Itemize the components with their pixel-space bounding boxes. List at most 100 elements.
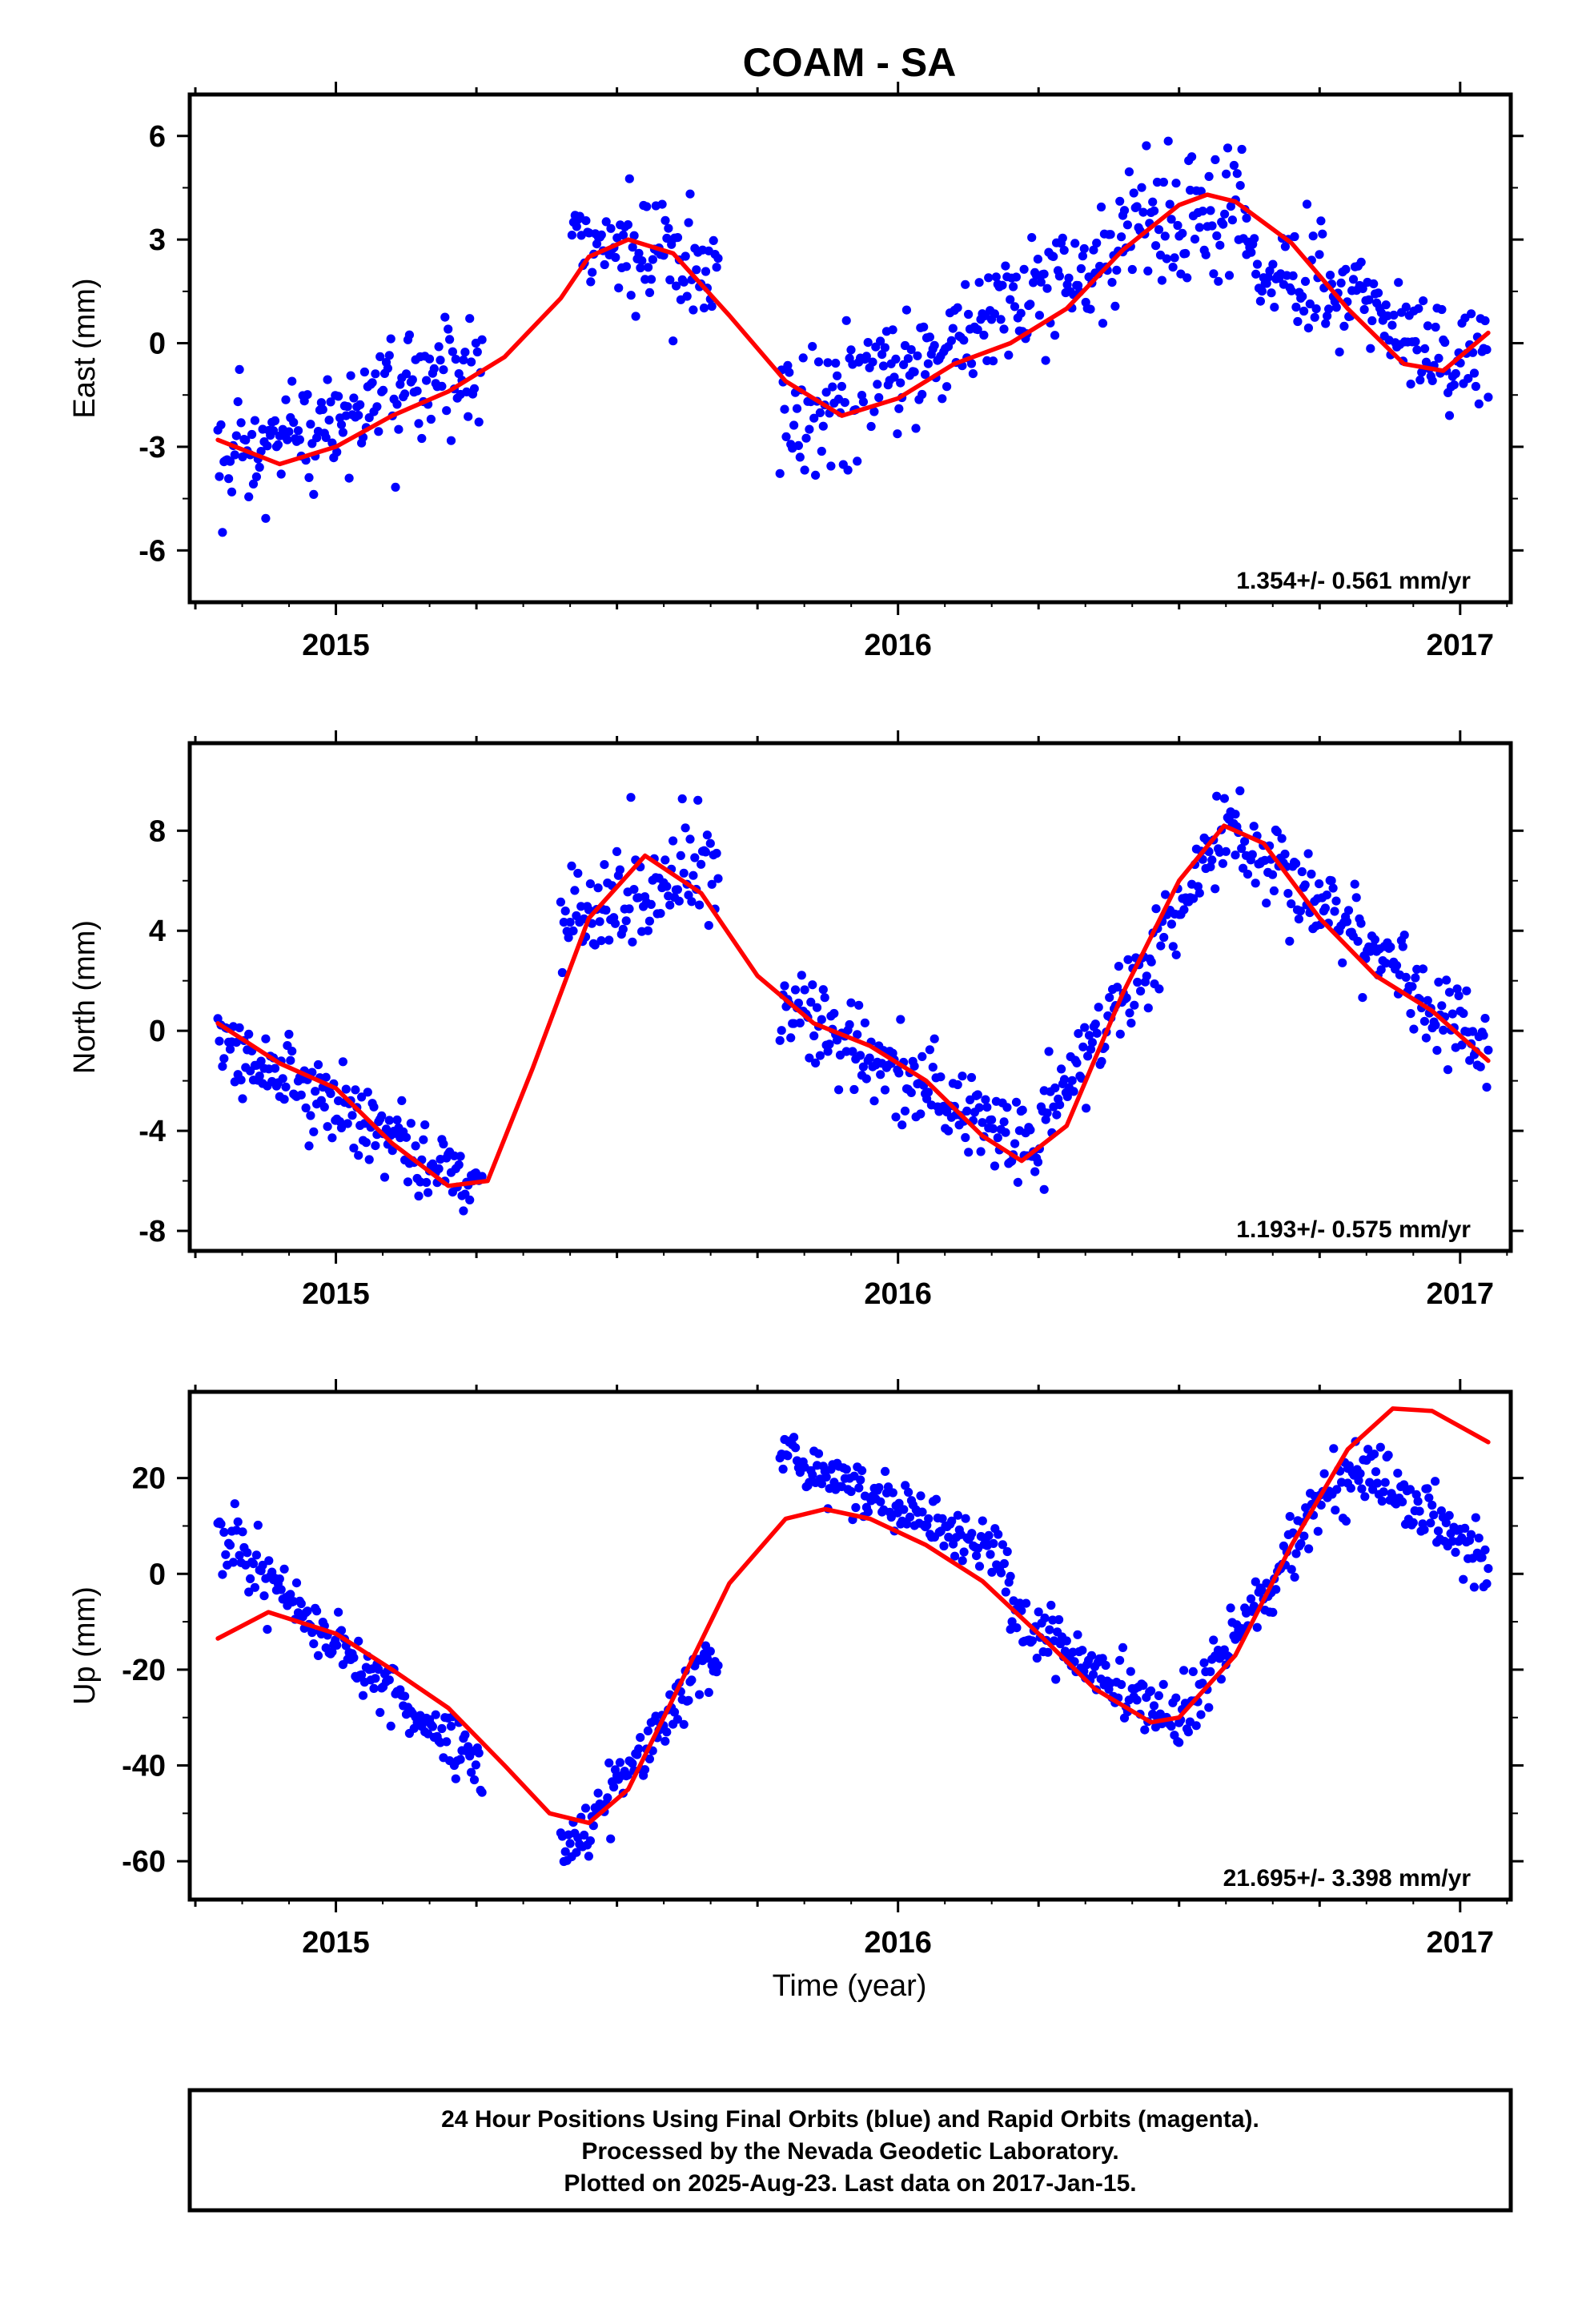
data-point <box>629 231 639 240</box>
data-point <box>1110 301 1120 311</box>
data-point <box>371 1141 380 1151</box>
data-point <box>1440 337 1450 348</box>
data-point <box>233 1517 243 1526</box>
data-point <box>1466 1530 1476 1539</box>
data-point <box>319 1102 329 1112</box>
data-point <box>1039 1184 1049 1194</box>
data-point <box>1249 822 1259 831</box>
data-point <box>404 330 414 340</box>
data-point <box>1146 957 1156 967</box>
data-point <box>464 412 473 421</box>
data-point <box>606 223 616 233</box>
data-point <box>1251 269 1261 279</box>
data-point <box>225 456 235 466</box>
data-point <box>1132 202 1142 211</box>
data-point <box>1002 1546 1012 1557</box>
data-point <box>263 1625 272 1634</box>
data-point <box>1357 1484 1367 1494</box>
data-point <box>560 1847 570 1856</box>
data-point <box>808 1470 817 1480</box>
y-tick-label: -40 <box>122 1750 166 1783</box>
data-point <box>1332 1485 1342 1494</box>
data-point <box>1270 303 1279 312</box>
y-tick-label: 3 <box>149 223 166 257</box>
data-point <box>947 1516 957 1526</box>
data-point <box>216 420 226 430</box>
data-point <box>1471 381 1480 392</box>
data-point <box>600 259 609 270</box>
data-point <box>1029 278 1038 287</box>
data-point <box>643 926 653 935</box>
data-point <box>987 1567 997 1577</box>
data-point <box>899 1505 909 1514</box>
data-point <box>1078 1042 1088 1051</box>
data-point <box>1030 1167 1040 1176</box>
data-point <box>1358 283 1367 293</box>
data-point <box>1092 238 1102 248</box>
data-point <box>424 354 435 364</box>
data-point <box>1070 239 1080 248</box>
data-point <box>808 342 817 352</box>
data-point <box>1468 1027 1478 1036</box>
data-point <box>224 474 234 484</box>
data-point <box>364 1155 374 1164</box>
data-point <box>644 287 655 297</box>
data-point <box>573 868 583 879</box>
data-point <box>278 1074 287 1084</box>
data-point <box>1231 850 1240 860</box>
east-points <box>213 136 1493 537</box>
data-point <box>477 1787 487 1797</box>
data-point <box>1171 179 1181 188</box>
data-point <box>1419 1525 1429 1534</box>
data-point <box>371 369 380 379</box>
data-point <box>775 1035 785 1045</box>
data-point <box>276 1585 286 1594</box>
data-point <box>840 398 849 408</box>
data-point <box>1168 263 1178 272</box>
data-point <box>902 1519 912 1529</box>
data-point <box>1271 1585 1281 1594</box>
data-point <box>236 418 246 428</box>
data-point <box>1267 288 1276 298</box>
data-point <box>1044 1047 1054 1056</box>
data-point <box>431 1710 440 1719</box>
data-point <box>1189 894 1199 903</box>
data-point <box>225 1044 235 1054</box>
data-point <box>606 1834 616 1844</box>
data-point <box>244 1029 254 1039</box>
data-point <box>419 1135 428 1144</box>
data-point <box>1212 791 1222 801</box>
data-point <box>1179 1666 1189 1675</box>
data-point <box>1359 304 1369 315</box>
data-point <box>1424 1493 1434 1502</box>
data-point <box>669 836 678 846</box>
data-point <box>994 1530 1003 1539</box>
data-point <box>343 1119 352 1128</box>
data-point <box>904 1487 913 1497</box>
data-point <box>1206 1667 1215 1676</box>
data-point <box>384 1675 394 1685</box>
data-point <box>1165 199 1174 209</box>
data-point <box>559 918 568 927</box>
data-point <box>1001 261 1010 271</box>
data-point <box>1146 1686 1156 1695</box>
data-point <box>375 1707 385 1717</box>
data-point <box>238 452 247 462</box>
data-point <box>1235 786 1245 796</box>
data-point <box>665 275 675 285</box>
data-point <box>1160 231 1170 241</box>
data-point <box>218 1062 227 1072</box>
data-point <box>628 1759 637 1768</box>
data-point <box>1331 1506 1340 1515</box>
data-point <box>1154 984 1164 994</box>
data-point <box>1140 1725 1150 1735</box>
data-point <box>906 1088 916 1097</box>
north-frame <box>187 741 1513 1253</box>
data-point <box>707 301 717 312</box>
data-point <box>1442 975 1452 985</box>
data-point <box>899 360 909 369</box>
data-point <box>1316 1500 1326 1510</box>
data-point <box>1318 229 1327 239</box>
data-point <box>1308 231 1318 241</box>
